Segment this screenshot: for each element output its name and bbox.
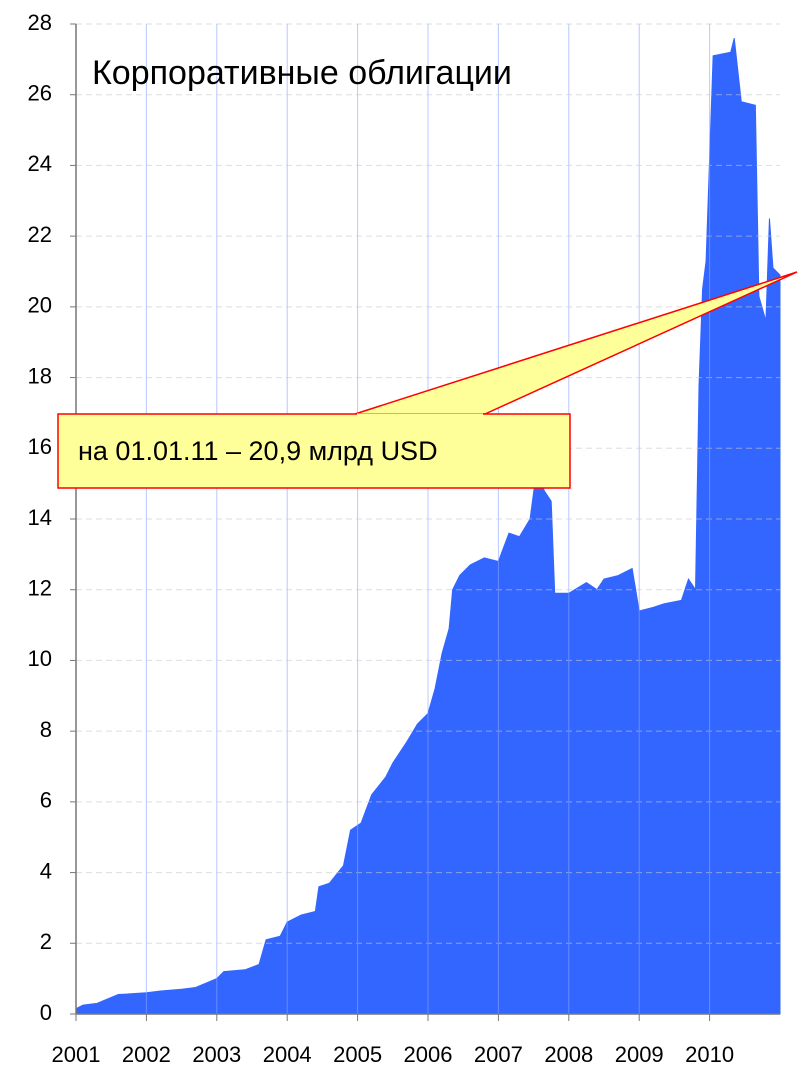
y-tick-label: 2 [40, 929, 52, 954]
y-tick-label: 18 [28, 363, 52, 388]
callout: на 01.01.11 – 20,9 млрд USD [57, 271, 798, 489]
x-tick-label: 2004 [263, 1042, 312, 1067]
y-tick-label: 22 [28, 222, 52, 247]
x-tick-label: 2008 [544, 1042, 593, 1067]
x-tick-label: 2005 [333, 1042, 382, 1067]
x-tick-label: 2001 [52, 1042, 101, 1067]
x-tick-label: 2002 [122, 1042, 171, 1067]
area-layer [75, 38, 781, 1015]
x-tick-label: 2006 [404, 1042, 453, 1067]
y-tick-label: 10 [28, 646, 52, 671]
x-tick-label: 2007 [474, 1042, 523, 1067]
chart-title: Корпоративные облигации [92, 54, 512, 92]
x-tick-label: 2009 [615, 1042, 664, 1067]
y-tick-label: 0 [40, 1000, 52, 1025]
y-tick-label: 14 [28, 505, 52, 530]
y-tick-label: 4 [40, 858, 52, 883]
y-tick-label: 26 [28, 81, 52, 106]
callout-box [57, 413, 571, 489]
callout-text: на 01.01.11 – 20,9 млрд USD [78, 436, 438, 466]
grid [75, 23, 780, 1015]
x-tick-label: 2003 [192, 1042, 241, 1067]
y-tick-label: 20 [28, 293, 52, 318]
y-tick-label: 24 [28, 151, 52, 176]
area [75, 38, 781, 1015]
y-tick-label: 12 [28, 576, 52, 601]
y-tick-label: 16 [28, 434, 52, 459]
y-tick-label: 6 [40, 788, 52, 813]
y-tick-label: 28 [28, 10, 52, 35]
y-tick-label: 8 [40, 717, 52, 742]
x-tick-label: 2010 [685, 1042, 734, 1067]
